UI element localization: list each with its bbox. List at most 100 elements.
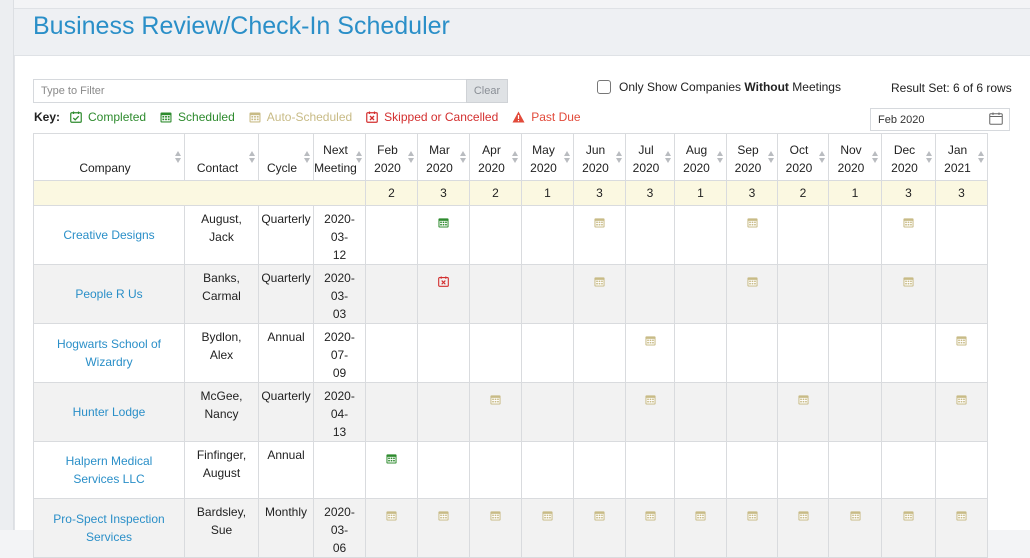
month-cell[interactable]: [417, 205, 470, 265]
month-cell[interactable]: [726, 498, 778, 558]
sort-icon[interactable]: [872, 151, 878, 163]
calendar-icon[interactable]: [490, 508, 501, 526]
month-cell[interactable]: [674, 441, 727, 499]
month-cell[interactable]: [935, 441, 988, 499]
month-cell[interactable]: [521, 323, 574, 383]
month-cell[interactable]: [935, 264, 988, 324]
month-cell[interactable]: [881, 323, 936, 383]
company-link[interactable]: People R Us: [33, 264, 185, 324]
month-cell[interactable]: [573, 441, 626, 499]
month-cell[interactable]: [777, 441, 829, 499]
company-link[interactable]: Hogwarts School of Wizardry: [33, 323, 185, 383]
column-header-month[interactable]: Sep 2020: [726, 133, 778, 181]
only-show-without-meetings[interactable]: Only Show Companies Without Meetings: [597, 80, 841, 94]
calendar-icon[interactable]: [644, 508, 656, 526]
month-cell[interactable]: [521, 441, 574, 499]
column-header-month[interactable]: Apr 2020: [469, 133, 522, 181]
month-cell[interactable]: [828, 498, 882, 558]
month-cell[interactable]: [469, 441, 522, 499]
month-cell[interactable]: [625, 441, 675, 499]
column-header-month[interactable]: Jun 2020: [573, 133, 626, 181]
calendar-icon[interactable]: [386, 451, 397, 469]
month-cell[interactable]: [777, 264, 829, 324]
calendar-icon[interactable]: [956, 508, 967, 526]
month-cell[interactable]: [935, 323, 988, 383]
month-cell[interactable]: [828, 205, 882, 265]
calendar-icon[interactable]: [644, 392, 656, 410]
month-cell[interactable]: [881, 205, 936, 265]
calendar-icon[interactable]: [797, 392, 809, 410]
month-cell[interactable]: [935, 382, 988, 442]
calendar-icon[interactable]: [903, 274, 914, 292]
month-cell[interactable]: [935, 498, 988, 558]
column-header-company[interactable]: Company: [33, 133, 185, 181]
month-cell[interactable]: [881, 264, 936, 324]
column-header-contact[interactable]: Contact: [184, 133, 259, 181]
filter-input[interactable]: [33, 79, 467, 103]
calendar-icon[interactable]: [438, 215, 449, 233]
calendar-icon[interactable]: [695, 508, 706, 526]
calendar-icon[interactable]: [644, 333, 656, 351]
month-cell[interactable]: [573, 205, 626, 265]
month-cell[interactable]: [828, 264, 882, 324]
sort-icon[interactable]: [819, 151, 825, 163]
month-cell[interactable]: [625, 264, 675, 324]
month-cell[interactable]: [777, 382, 829, 442]
month-cell[interactable]: [777, 323, 829, 383]
month-cell[interactable]: [726, 205, 778, 265]
month-cell[interactable]: [469, 323, 522, 383]
month-cell[interactable]: [726, 264, 778, 324]
month-cell[interactable]: [417, 441, 470, 499]
column-header-month[interactable]: Dec 2020: [881, 133, 936, 181]
sort-icon[interactable]: [978, 151, 984, 163]
month-cell[interactable]: [469, 498, 522, 558]
column-header-month[interactable]: Aug 2020: [674, 133, 727, 181]
month-cell[interactable]: [777, 205, 829, 265]
calendar-icon[interactable]: [797, 508, 809, 526]
calendar-icon[interactable]: [746, 215, 758, 233]
sort-icon[interactable]: [460, 151, 466, 163]
calendar-icon[interactable]: [594, 274, 605, 292]
month-cell[interactable]: [726, 441, 778, 499]
month-cell[interactable]: [365, 205, 418, 265]
column-header-month[interactable]: Jul 2020: [625, 133, 675, 181]
column-header-month[interactable]: Mar 2020: [417, 133, 470, 181]
month-cell[interactable]: [365, 382, 418, 442]
calendar-icon[interactable]: [594, 215, 605, 233]
clear-button[interactable]: Clear: [466, 79, 508, 103]
month-cell[interactable]: [417, 264, 470, 324]
column-header-month[interactable]: Oct 2020: [777, 133, 829, 181]
month-cell[interactable]: [573, 264, 626, 324]
month-cell[interactable]: [417, 382, 470, 442]
month-cell[interactable]: [674, 264, 727, 324]
month-cell[interactable]: [674, 382, 727, 442]
calendar-icon[interactable]: [989, 112, 1003, 128]
sort-icon[interactable]: [926, 151, 932, 163]
month-cell[interactable]: [625, 323, 675, 383]
month-cell[interactable]: [674, 205, 727, 265]
only-show-checkbox[interactable]: [597, 80, 611, 94]
month-cell[interactable]: [521, 498, 574, 558]
calendar-icon[interactable]: [956, 392, 967, 410]
month-cell[interactable]: [573, 323, 626, 383]
month-cell[interactable]: [417, 498, 470, 558]
sort-icon[interactable]: [249, 151, 255, 163]
column-header-cycle[interactable]: Cycle: [258, 133, 314, 181]
month-cell[interactable]: [521, 264, 574, 324]
company-link[interactable]: Halpern Medical Services LLC: [33, 441, 185, 499]
sort-icon[interactable]: [175, 151, 181, 163]
sort-icon[interactable]: [304, 151, 310, 163]
column-header-month[interactable]: May 2020: [521, 133, 574, 181]
month-cell[interactable]: [469, 205, 522, 265]
calendar-icon[interactable]: [903, 508, 914, 526]
sort-icon[interactable]: [564, 151, 570, 163]
start-month-picker[interactable]: Feb 2020: [870, 108, 1010, 131]
month-cell[interactable]: [573, 382, 626, 442]
month-cell[interactable]: [881, 498, 936, 558]
calendar-icon[interactable]: [849, 508, 861, 526]
calendar-icon[interactable]: [542, 508, 553, 526]
company-link[interactable]: Creative Designs: [33, 205, 185, 265]
column-header-next-meeting[interactable]: Next Meeting: [313, 133, 366, 181]
sort-icon[interactable]: [665, 151, 671, 163]
month-cell[interactable]: [674, 498, 727, 558]
